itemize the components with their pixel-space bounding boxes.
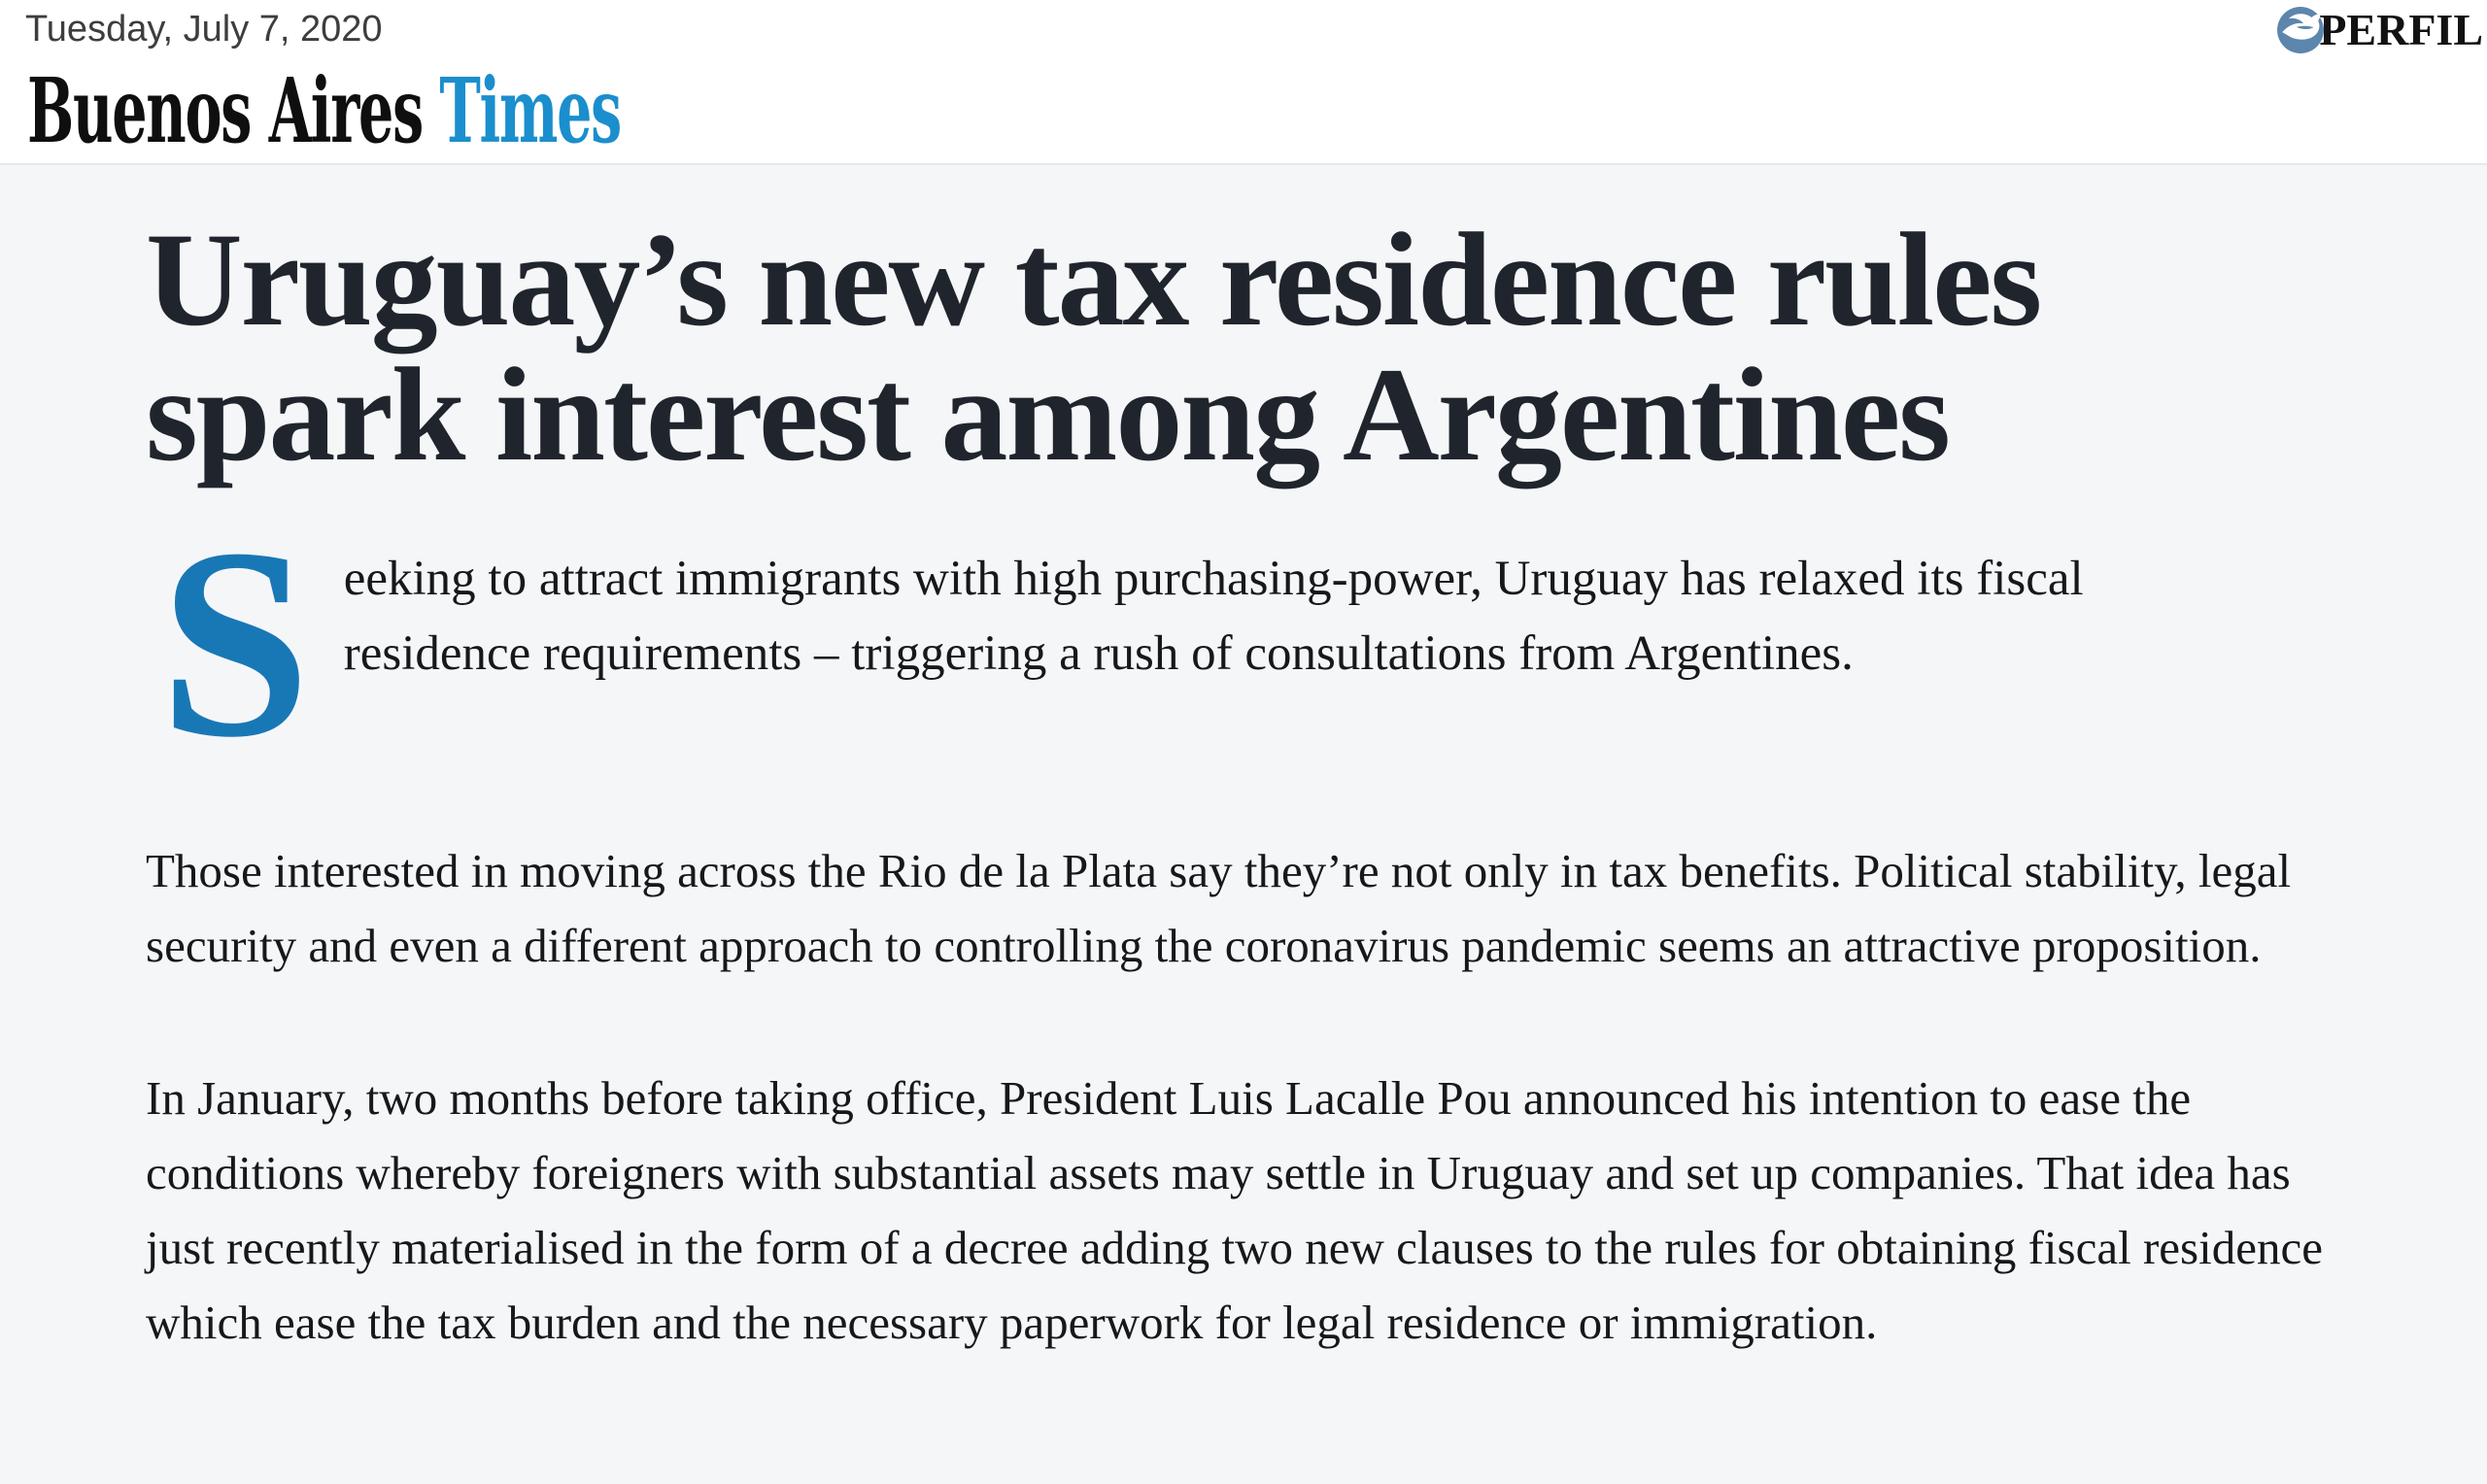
masthead-part1: Buenos Aires [27, 58, 424, 163]
perfil-logo[interactable]: PERFIL [2276, 4, 2483, 55]
swallow-bird-icon [2276, 6, 2325, 54]
masthead-wordmark: Buenos Aires Times [27, 66, 622, 155]
drop-cap: S [159, 491, 311, 793]
date-text: Tuesday, July 7, 2020 [25, 9, 383, 50]
lede-text: eeking to attract immigrants with high p… [343, 552, 2084, 681]
article-body: Uruguay’s new tax residence rules spark … [0, 212, 2487, 1360]
paragraph-1: Those interested in moving across the Ri… [146, 844, 2292, 972]
masthead-logo[interactable]: Buenos Aires Times [27, 66, 984, 155]
site-header: Tuesday, July 7, 2020 PERFIL Buenos Aire… [0, 0, 2487, 165]
headline: Uruguay’s new tax residence rules spark … [146, 205, 2042, 489]
paragraph-2: In January, two months before taking off… [146, 1071, 2323, 1349]
masthead-part2: Times [439, 58, 622, 163]
perfil-wordmark: PERFIL [2319, 5, 2483, 54]
